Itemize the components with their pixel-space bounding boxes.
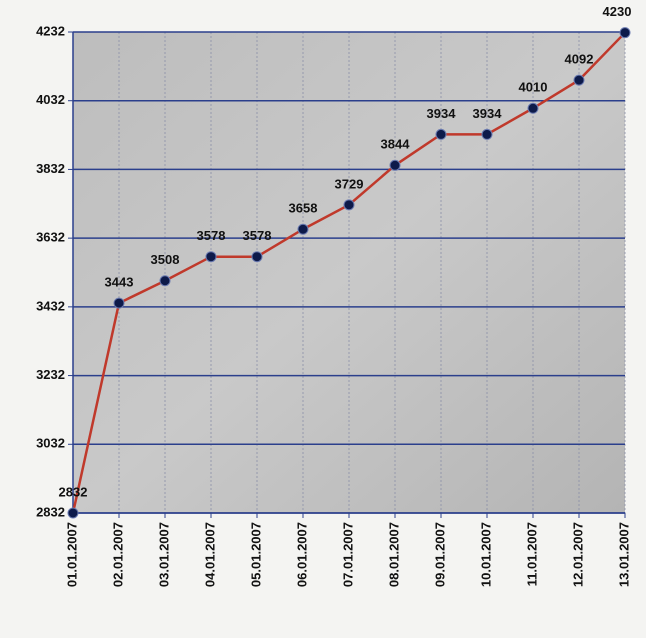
x-tick-label: 07.01.2007 xyxy=(340,522,355,587)
data-label: 3934 xyxy=(473,106,503,121)
data-label: 3578 xyxy=(197,228,226,243)
data-label: 2832 xyxy=(59,484,88,499)
y-tick-label: 3432 xyxy=(36,298,65,313)
x-tick-label: 13.01.2007 xyxy=(616,522,631,587)
data-point xyxy=(389,159,401,171)
y-tick-label: 4032 xyxy=(36,92,65,107)
x-tick-label: 05.01.2007 xyxy=(248,522,263,587)
x-tick-label: 04.01.2007 xyxy=(202,522,217,587)
x-tick-label: 09.01.2007 xyxy=(432,522,447,587)
data-point xyxy=(297,223,309,235)
y-tick-label: 3032 xyxy=(36,436,65,451)
data-label: 4092 xyxy=(565,52,594,67)
data-label: 3443 xyxy=(105,275,134,290)
x-tick-label: 08.01.2007 xyxy=(386,522,401,587)
x-tick-label: 10.01.2007 xyxy=(478,522,493,587)
data-label: 3578 xyxy=(243,228,272,243)
x-tick-label: 11.01.2007 xyxy=(524,522,539,586)
data-point xyxy=(205,251,217,263)
data-point xyxy=(67,507,79,519)
x-tick-label: 12.01.2007 xyxy=(570,522,585,587)
data-point xyxy=(251,251,263,263)
y-tick-label: 3232 xyxy=(36,367,65,382)
x-tick-label: 01.01.2007 xyxy=(64,522,79,587)
data-label: 3729 xyxy=(335,176,364,191)
data-label: 3658 xyxy=(289,201,318,216)
data-point xyxy=(527,102,539,114)
data-point xyxy=(113,297,125,309)
x-tick-label: 03.01.2007 xyxy=(156,522,171,587)
x-tick-label: 02.01.2007 xyxy=(110,522,125,587)
x-tick-label: 06.01.2007 xyxy=(294,522,309,587)
data-point xyxy=(435,128,447,140)
y-tick-label: 2832 xyxy=(36,504,65,519)
data-label: 4010 xyxy=(519,80,548,95)
data-point xyxy=(343,199,355,211)
data-label: 3508 xyxy=(151,252,180,267)
data-label: 3934 xyxy=(427,106,457,121)
data-point xyxy=(619,27,631,39)
data-label: 3844 xyxy=(381,137,411,152)
y-tick-label: 3632 xyxy=(36,230,65,245)
data-point xyxy=(481,128,493,140)
y-tick-label: 4232 xyxy=(36,23,65,38)
data-point xyxy=(159,275,171,287)
data-point xyxy=(573,74,585,86)
data-label: 4230 xyxy=(603,4,632,19)
y-tick-label: 3832 xyxy=(36,161,65,176)
